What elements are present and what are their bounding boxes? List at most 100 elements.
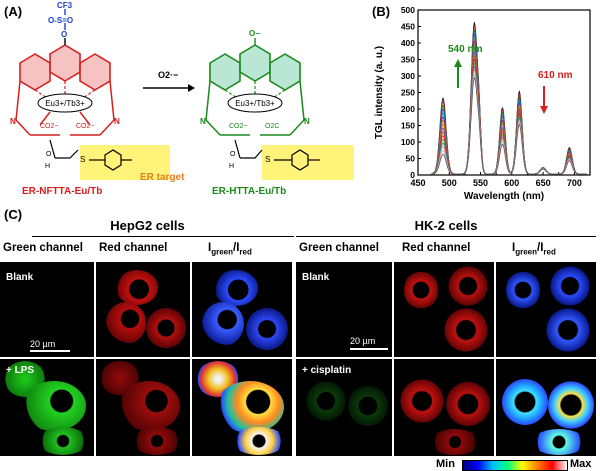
reaction-arrow bbox=[188, 84, 195, 92]
probe-left-name: ER-NFTTA-Eu/Tb bbox=[22, 186, 102, 197]
metal-ellipse-right bbox=[227, 93, 283, 113]
y-tick-label: 350 bbox=[401, 55, 415, 65]
y-tick-label: 400 bbox=[401, 38, 415, 48]
col-header-red-hk2: Red channel bbox=[402, 242, 471, 254]
x-axis-label: Wavelength (nm) bbox=[464, 191, 544, 202]
carboxylate-right-2: O2C bbox=[265, 123, 279, 130]
col-header-ratio-hepg2: Igreen/Ired bbox=[208, 242, 252, 256]
er-target-box-left bbox=[80, 145, 170, 180]
row-label-hk2-blank: Blank bbox=[302, 272, 330, 283]
col-header-ratio-hk2: Igreen/Ired bbox=[512, 242, 556, 256]
x-tick-label: 700 bbox=[567, 178, 582, 188]
carboxylate-left-2: CO2− bbox=[76, 123, 94, 130]
image-hk2-blank-red bbox=[394, 262, 494, 357]
triflate-oso: O-S=O bbox=[48, 16, 73, 25]
scale-bar-hepg2 bbox=[30, 350, 70, 352]
metal-ellipse-left bbox=[37, 93, 93, 113]
y-tick-label: 300 bbox=[401, 71, 415, 81]
panel-a-label: (A) bbox=[4, 4, 23, 19]
arrowhead-up-540nm bbox=[454, 59, 462, 67]
ratio-sub-red: red bbox=[239, 247, 252, 257]
metal-label-right: Eu3+/Tb3+ bbox=[235, 99, 275, 108]
ratio-sub-green-hk2: green bbox=[515, 247, 537, 257]
n-left-1: N bbox=[10, 117, 16, 126]
x-tick-label: 450 bbox=[410, 178, 425, 188]
image-hk2-cisplatin-ratio bbox=[496, 359, 596, 456]
ratio-i: I bbox=[208, 242, 212, 254]
spectrum-series-line bbox=[430, 76, 587, 175]
x-tick-label: 650 bbox=[536, 178, 551, 188]
er-target-label: ER target bbox=[140, 172, 185, 183]
col-header-green-hepg2: Green channel bbox=[3, 242, 83, 254]
group-header-hk2: HK-2 cells bbox=[414, 218, 478, 233]
s-left: S bbox=[80, 155, 85, 164]
panel-c-label: (C) bbox=[4, 207, 23, 222]
y-tick-label: 150 bbox=[401, 121, 415, 131]
ratio-i-hk2: I bbox=[512, 242, 516, 254]
spectrum-series-line bbox=[430, 69, 587, 175]
image-hepg2-blank-red bbox=[96, 262, 190, 357]
triflate-o: O bbox=[61, 30, 67, 39]
x-tick-label: 550 bbox=[473, 178, 488, 188]
emission-spectrum-chart: 450 500 550 600 650 700 0 50 100 150 200 250 300 350 4… bbox=[374, 5, 591, 202]
s-right: S bbox=[265, 155, 270, 164]
spectrum-series-line bbox=[430, 65, 587, 175]
phenolate-label: O− bbox=[249, 29, 260, 38]
amide-h-left: H bbox=[45, 163, 50, 170]
y-tick-label: 100 bbox=[401, 137, 415, 147]
annotation-540nm: 540 nm bbox=[448, 44, 483, 55]
image-hepg2-lps-green: + LPS bbox=[0, 359, 94, 456]
metal-label-left: Eu3+/Tb3+ bbox=[45, 99, 85, 108]
carboxylate-left-1: CO2− bbox=[40, 123, 58, 130]
probe-right-name: ER-HTTA-Eu/Tb bbox=[212, 186, 286, 197]
y-tick-label: 200 bbox=[401, 104, 415, 114]
n-right-1: N bbox=[200, 117, 206, 126]
carboxylate-right-1: CO2− bbox=[229, 123, 247, 130]
ratio-sub-red-hk2: red bbox=[543, 247, 556, 257]
ratio-sub-green: green bbox=[211, 247, 233, 257]
image-hepg2-lps-red bbox=[96, 359, 190, 456]
ratio-slash: /I bbox=[233, 242, 240, 254]
triflate-cf3: CF3 bbox=[57, 1, 73, 10]
y-tick-label: 0 bbox=[410, 170, 415, 180]
annotation-610nm: 610 nm bbox=[538, 70, 573, 81]
amide-o-left: O bbox=[46, 151, 52, 158]
arrowhead-down-610nm bbox=[540, 106, 548, 114]
scale-bar-label-hepg2: 20 µm bbox=[30, 339, 56, 349]
image-hepg2-lps-ratio bbox=[192, 359, 292, 456]
n-left-2: N bbox=[114, 117, 120, 126]
ratio-slash-hk2: /I bbox=[537, 242, 544, 254]
y-tick-label: 450 bbox=[401, 22, 415, 32]
x-tick-label: 600 bbox=[504, 178, 519, 188]
image-hk2-cisplatin-red bbox=[394, 359, 494, 456]
y-axis-label: TGL intensity (a. u.) bbox=[374, 46, 385, 139]
spectrum-series-line bbox=[430, 43, 587, 175]
spectrum-series-line bbox=[430, 39, 587, 175]
image-hk2-blank-ratio bbox=[496, 262, 596, 357]
colorbar-min-label: Min bbox=[436, 458, 455, 470]
y-tick-label: 50 bbox=[406, 154, 416, 164]
amide-o-right: O bbox=[230, 151, 236, 158]
row-label-hepg2-blank: Blank bbox=[6, 272, 34, 283]
chemical-scheme: O O-S=O CF3 Eu3+/Tb3+ CO2− CO2− N N O H … bbox=[10, 1, 354, 197]
y-tick-label: 500 bbox=[401, 5, 415, 15]
row-label-hk2-cisplatin: + cisplatin bbox=[302, 365, 352, 376]
group-underline-hk2 bbox=[296, 236, 596, 237]
x-tick-label: 500 bbox=[442, 178, 457, 188]
col-header-green-hk2: Green channel bbox=[299, 242, 379, 254]
image-hk2-cisplatin-green: + cisplatin bbox=[296, 359, 392, 456]
arrow-reagent: O2·− bbox=[158, 70, 178, 80]
colorbar-max-label: Max bbox=[570, 458, 592, 470]
scale-bar-hk2 bbox=[350, 348, 388, 350]
spectrum-series-line bbox=[430, 72, 587, 175]
spectrum-series-line bbox=[430, 36, 587, 175]
panel-b-label: (B) bbox=[372, 4, 391, 19]
col-header-red-hepg2: Red channel bbox=[99, 242, 168, 254]
image-hepg2-blank-green: Blank 20 µm bbox=[0, 262, 94, 357]
row-label-hepg2-lps: + LPS bbox=[6, 365, 35, 376]
amide-h-right: H bbox=[229, 163, 234, 170]
n-right-2: N bbox=[304, 117, 310, 126]
image-hepg2-blank-ratio bbox=[192, 262, 292, 357]
y-tick-label: 250 bbox=[401, 88, 415, 98]
scale-bar-label-hk2: 20 µm bbox=[350, 336, 376, 346]
